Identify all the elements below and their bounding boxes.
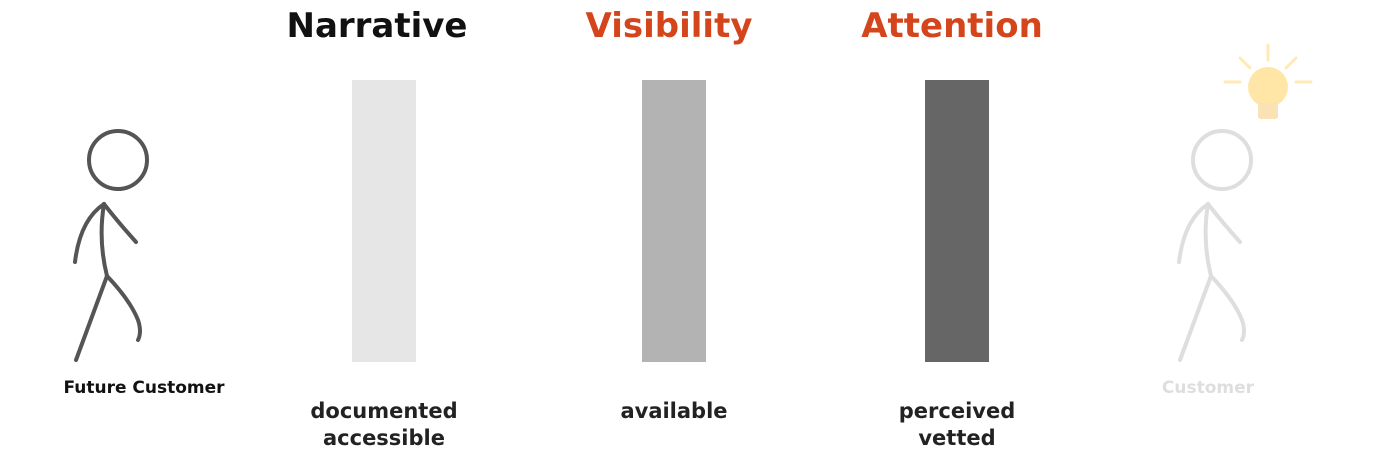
stage-bar (352, 80, 416, 362)
stage-title: Attention (861, 6, 1043, 46)
customer-figure (1177, 129, 1253, 362)
description-line: available (620, 399, 728, 423)
stage-title: Visibility (585, 6, 753, 46)
figure-label: Customer (1161, 378, 1255, 398)
description-line: vetted (918, 426, 996, 450)
stage-description: documented accessible (234, 398, 534, 452)
stage-bar (925, 80, 989, 362)
description-line: accessible (323, 426, 445, 450)
future-customer-figure (73, 129, 149, 362)
light-bulb (1223, 43, 1313, 119)
stage-description: available (524, 398, 824, 425)
figure-label: Future Customer (63, 378, 225, 398)
stage-description: perceived vetted (807, 398, 1107, 452)
description-line: documented (310, 399, 458, 423)
stage-title: Narrative (286, 6, 468, 46)
stage-bar (642, 80, 706, 362)
description-line: perceived (898, 399, 1016, 423)
